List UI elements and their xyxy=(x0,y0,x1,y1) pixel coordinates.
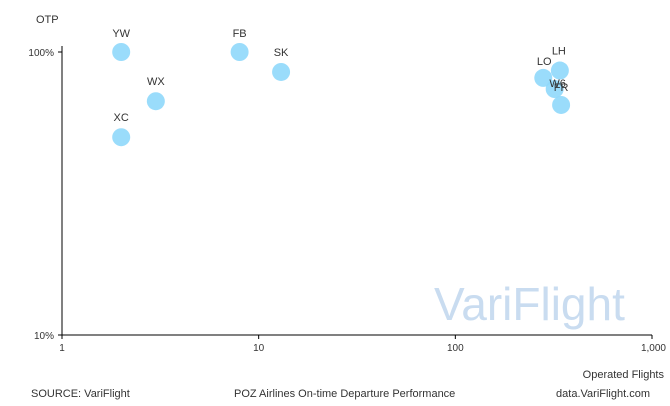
point-label-lo: LO xyxy=(537,56,552,68)
site-link[interactable]: data.VariFlight.com xyxy=(556,388,650,400)
data-point-fb[interactable] xyxy=(230,43,249,61)
point-label-yw: YW xyxy=(112,28,130,40)
x-tick-label: 1,000 xyxy=(641,343,666,354)
point-label-sk: SK xyxy=(274,47,289,59)
data-point-lh[interactable] xyxy=(550,61,569,80)
x-tick-label: 100 xyxy=(447,343,464,354)
point-label-fb: FB xyxy=(233,28,247,40)
data-point-xc[interactable] xyxy=(112,128,131,147)
axes-layer: 1 10 100 1,000 10% 100% OTP Operated Flights xyxy=(28,14,666,381)
x-axis-label: Operated Flights xyxy=(583,369,665,381)
data-point-lo[interactable] xyxy=(534,68,553,87)
chart-title: POZ Airlines On-time Departure Performan… xyxy=(234,388,456,400)
data-point-wx[interactable] xyxy=(146,92,165,111)
data-point-sk[interactable] xyxy=(272,62,291,81)
y-tick-label: 10% xyxy=(34,331,54,342)
x-tick-label: 1 xyxy=(59,343,65,354)
point-label-w6: W6 xyxy=(549,78,566,90)
source-note: SOURCE: VariFlight xyxy=(31,388,130,400)
watermark-layer: VariFlight xyxy=(434,278,625,330)
watermark-logo: VariFlight xyxy=(434,278,625,330)
x-tick-label: 10 xyxy=(253,343,265,354)
data-point-w6[interactable] xyxy=(545,80,564,99)
point-label-lh: LH xyxy=(552,46,566,58)
point-label-xc: XC xyxy=(114,112,129,124)
y-tick-label: 100% xyxy=(28,48,54,59)
point-label-wx: WX xyxy=(147,76,165,88)
data-point-yw[interactable] xyxy=(112,43,131,61)
data-point-fr[interactable] xyxy=(552,95,571,114)
point-label-fr: FR xyxy=(554,82,569,94)
y-axis-label: OTP xyxy=(36,14,59,26)
